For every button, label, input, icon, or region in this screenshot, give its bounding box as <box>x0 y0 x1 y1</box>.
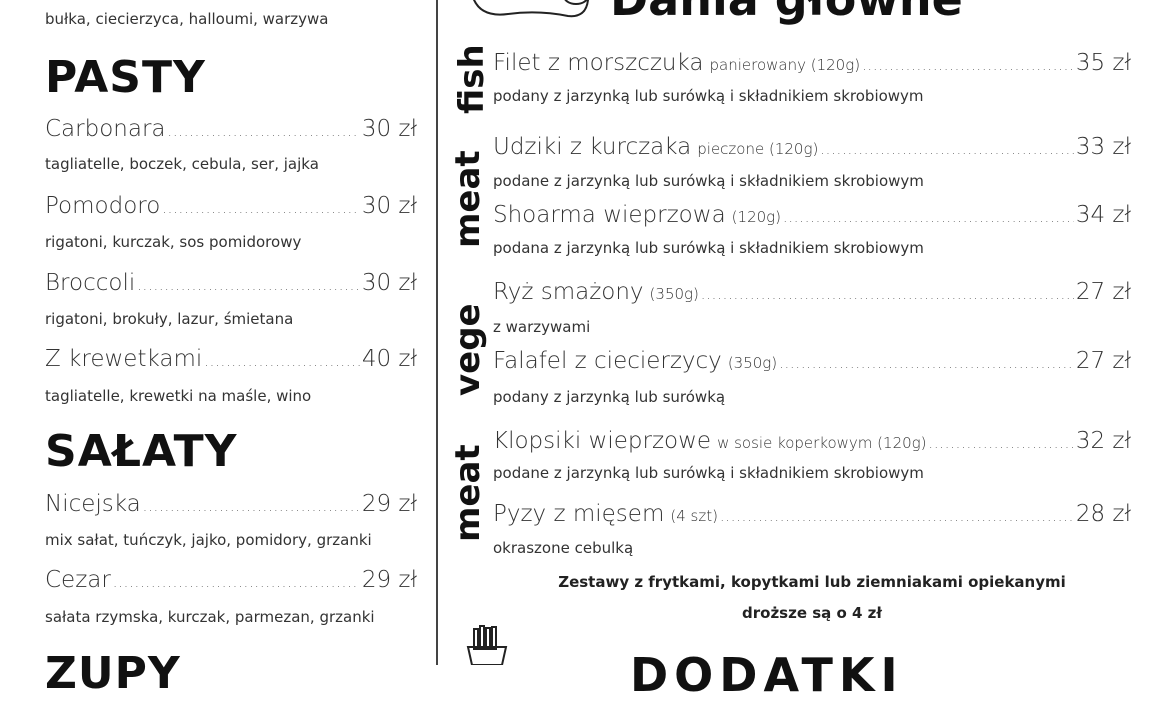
item-description: bułka, ciecierzyca, halloumi, warzywa <box>45 10 329 28</box>
item-detail: (120g) <box>731 208 782 226</box>
menu-item: Carbonara 30 zł <box>45 116 417 142</box>
sets-note: Zestawy z frytkami, kopytkami lub ziemni… <box>558 573 1066 591</box>
item-description: podany z jarzynką lub surówką i składnik… <box>493 87 924 105</box>
leader-dots <box>137 278 360 294</box>
section-heading-zupy: ZUPY <box>45 648 181 699</box>
item-name: Carbonara <box>45 116 166 142</box>
leader-dots <box>162 201 360 217</box>
section-heading-pasty: PASTY <box>45 52 206 103</box>
item-description: tagliatelle, boczek, cebula, ser, jajka <box>45 155 319 173</box>
item-name: Pomodoro <box>45 193 161 219</box>
section-heading-salaty: SAŁATY <box>45 426 238 477</box>
leader-dots <box>168 124 360 140</box>
menu-item: Ryż smażony (350g) 27 zł <box>493 279 1131 305</box>
leader-dots <box>779 356 1074 372</box>
item-detail: (350g) <box>727 354 778 372</box>
item-price: 33 zł <box>1075 134 1131 160</box>
item-description: rigatoni, brokuły, lazur, śmietana <box>45 310 294 328</box>
item-price: 28 zł <box>1075 501 1131 527</box>
item-price: 29 zł <box>361 491 417 517</box>
item-detail: pieczone (120g) <box>697 140 819 158</box>
item-name: Shoarma wieprzowa <box>493 202 726 228</box>
menu-item: Pomodoro 30 zł <box>45 193 417 219</box>
item-price: 30 zł <box>361 270 417 296</box>
leader-dots <box>820 142 1073 158</box>
item-description: z warzywami <box>493 318 591 336</box>
menu-item: Shoarma wieprzowa (120g) 34 zł <box>493 202 1131 228</box>
item-description: tagliatelle, krewetki na maśle, wino <box>45 387 312 405</box>
item-description: podane z jarzynką lub surówką i składnik… <box>493 172 924 190</box>
section-heading-dodatki: DODATKI <box>630 648 904 702</box>
leader-dots <box>113 575 360 591</box>
leader-dots <box>143 499 360 515</box>
menu-item: Udziki z kurczaka pieczone (120g) 33 zł <box>493 134 1131 160</box>
item-description: okraszone cebulką <box>493 539 634 557</box>
menu-item: Cezar 29 zł <box>45 567 417 593</box>
menu-item: Broccoli 30 zł <box>45 270 417 296</box>
item-description: podane z jarzynką lub surówką i składnik… <box>493 464 924 482</box>
item-price: 30 zł <box>361 193 417 219</box>
item-name: Nicejska <box>45 491 141 517</box>
category-label-meat: meat <box>448 444 488 542</box>
menu-item: Filet z morszczuka panierowany (120g) 35 z… <box>493 50 1131 76</box>
item-description: sałata rzymska, kurczak, parmezan, grzan… <box>45 608 375 626</box>
item-name: Udziki z kurczaka <box>493 134 692 160</box>
leader-dots <box>929 436 1074 452</box>
item-name: Klopsiki wieprzowe <box>493 428 712 454</box>
item-name: Ryż smażony <box>493 279 644 305</box>
leader-dots <box>204 354 360 370</box>
category-label-vege: vege <box>448 303 488 396</box>
item-name: Filet z morszczuka <box>493 50 704 76</box>
item-price: 35 zł <box>1075 50 1131 76</box>
item-detail: (350g) <box>649 285 699 303</box>
menu-item: Z krewetkami 40 zł <box>45 346 417 372</box>
category-label-fish: fish <box>452 44 492 114</box>
section-heading-main-dishes: Dania główne <box>610 0 963 26</box>
item-description: podany z jarzynką lub surówką <box>493 388 726 406</box>
item-name: Cezar <box>45 567 111 593</box>
item-price: 27 zł <box>1075 348 1131 374</box>
item-description: podana z jarzynką lub surówką i składnik… <box>493 239 924 257</box>
leader-dots <box>783 210 1074 226</box>
item-price: 27 zł <box>1075 279 1131 305</box>
fries-icon <box>466 625 508 665</box>
item-name: Broccoli <box>45 270 136 296</box>
item-detail: (4 szt) <box>670 507 718 525</box>
item-price: 40 zł <box>361 346 417 372</box>
item-description: rigatoni, kurczak, sos pomidorowy <box>45 233 302 251</box>
item-detail: panierowany (120g) <box>709 56 861 74</box>
item-name: Falafel z ciecierzycy <box>493 348 722 374</box>
menu-item: Klopsiki wieprzowe w sosie koperkowym (12… <box>493 428 1131 454</box>
item-description: mix sałat, tuńczyk, jajko, pomidory, grz… <box>45 531 372 549</box>
sets-note-price: droższe są o 4 zł <box>742 604 882 622</box>
dish-illustration-icon <box>473 0 589 18</box>
menu-item: Falafel z ciecierzycy (350g) 27 zł <box>493 348 1131 374</box>
leader-dots <box>701 287 1074 303</box>
leader-dots <box>720 509 1074 525</box>
menu-item: Nicejska 29 zł <box>45 491 417 517</box>
item-price: 30 zł <box>361 116 417 142</box>
item-name: Z krewetkami <box>45 346 203 372</box>
item-price: 34 zł <box>1075 202 1131 228</box>
item-detail: w sosie koperkowym (120g) <box>717 434 927 452</box>
menu-item: Pyzy z mięsem (4 szt) 28 zł <box>493 501 1131 527</box>
item-price: 32 zł <box>1075 428 1131 454</box>
category-label-meat: meat <box>448 150 488 248</box>
item-name: Pyzy z mięsem <box>493 501 665 527</box>
item-price: 29 zł <box>361 567 417 593</box>
column-divider <box>436 0 438 665</box>
leader-dots <box>862 58 1074 74</box>
